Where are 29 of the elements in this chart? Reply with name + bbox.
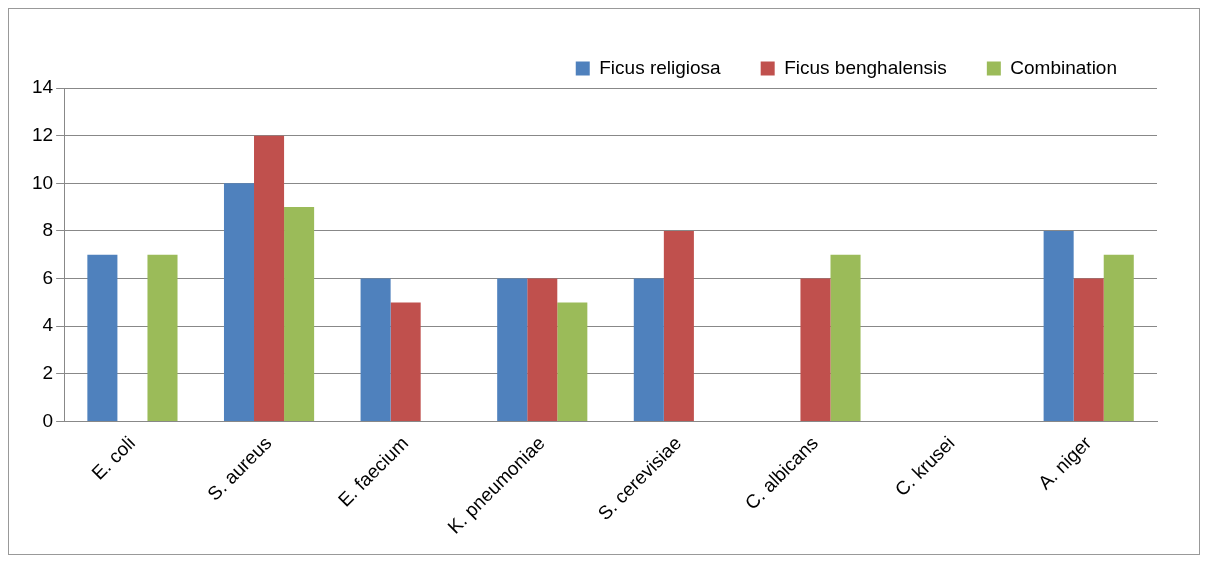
- bar: [663, 230, 694, 421]
- bar: [633, 278, 664, 421]
- bar: [147, 254, 178, 421]
- bar: [223, 183, 255, 421]
- bar: [254, 135, 285, 421]
- y-tick-label: 8: [42, 219, 54, 241]
- legend-label: Ficus benghalensis: [784, 56, 947, 78]
- bar: [1073, 278, 1104, 421]
- legend-label: Ficus religiosa: [599, 56, 722, 78]
- x-tick-label: E. coli: [87, 432, 139, 484]
- bar: [497, 278, 528, 421]
- bar: [830, 254, 861, 421]
- bar: [800, 278, 831, 421]
- bar: [87, 254, 118, 421]
- bar: [557, 302, 588, 421]
- bar: [360, 278, 391, 421]
- bar: [1043, 230, 1074, 421]
- bar: [1103, 254, 1134, 421]
- bar: [390, 302, 421, 421]
- legend-label: Combination: [1010, 56, 1117, 78]
- y-tick-label: 10: [31, 171, 54, 193]
- y-tick-label: 2: [42, 362, 54, 384]
- y-tick-label: 12: [31, 123, 54, 145]
- bar: [527, 278, 558, 421]
- y-tick-label: 6: [42, 266, 54, 288]
- y-tick-label: 0: [42, 409, 54, 431]
- y-tick-label: 14: [31, 76, 54, 98]
- bar: [284, 207, 315, 421]
- y-tick-label: 4: [42, 314, 54, 336]
